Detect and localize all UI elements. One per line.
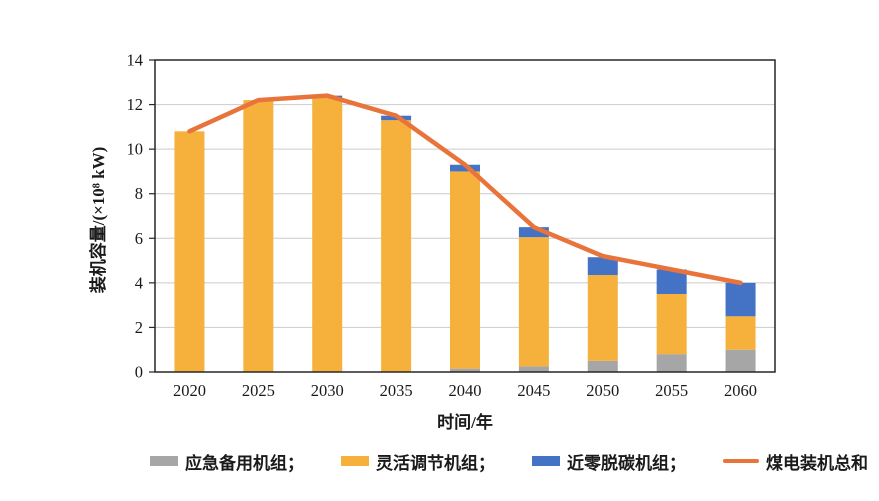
ytick-label-6: 6: [135, 229, 143, 248]
xtick-label-2025: 2025: [242, 381, 275, 400]
bar-segment-2055: [656, 294, 687, 355]
x-axis-title: 时间/年: [437, 412, 493, 432]
bar-segment-2055: [656, 354, 687, 372]
bar-segment-2045: [518, 366, 549, 372]
xtick-label-2040: 2040: [449, 381, 482, 400]
legend-swatch-near-zero-decarbon: [532, 456, 560, 466]
bar-segment-2060: [725, 316, 756, 350]
legend-label-flexible-regulation: 灵活调节机组；: [376, 453, 495, 473]
ytick-label-4: 4: [135, 273, 143, 292]
bar-segment-2040: [450, 368, 480, 372]
xtick-label-2035: 2035: [380, 381, 413, 400]
legend-swatch-flexible-regulation: [341, 456, 369, 466]
legend-item-flexible-regulation: 灵活调节机组；: [341, 449, 495, 474]
plot-border: [154, 59, 776, 373]
ytick-label-2: 2: [135, 318, 143, 337]
y-axis-title: 装机容量/(×10⁸ kW): [88, 147, 108, 295]
legend-swatch-emergency-backup: [150, 456, 178, 466]
ytick-label-12: 12: [127, 95, 144, 114]
ytick-label-0: 0: [135, 363, 143, 382]
bar-segment-2045: [518, 237, 549, 367]
bar-segment-2060: [725, 349, 756, 372]
bar-segment-2050: [587, 275, 618, 361]
legend-item-coal-total-line: 煤电装机总和: [723, 449, 868, 474]
legend-swatch-coal-total-line: [723, 459, 759, 463]
bar-segment-2040: [450, 164, 480, 172]
legend-label-emergency-backup: 应急备用机组；: [185, 453, 304, 473]
bar-segment-2040: [450, 171, 480, 369]
xtick-label-2030: 2030: [311, 381, 344, 400]
bar-segment-2050: [587, 257, 618, 276]
bar-segment-2045: [518, 227, 549, 238]
legend-item-emergency-backup: 应急备用机组；: [150, 449, 304, 474]
ytick-label-10: 10: [127, 140, 144, 159]
coal-total-line: [187, 93, 743, 286]
bar-segment-2030: [312, 97, 343, 372]
bar-segment-2025: [243, 100, 274, 372]
ytick-label-8: 8: [135, 184, 143, 203]
bar-segment-2035: [381, 120, 412, 373]
xtick-label-2020: 2020: [173, 381, 206, 400]
xtick-label-2060: 2060: [724, 381, 757, 400]
xtick-label-2045: 2045: [517, 381, 550, 400]
bar-segment-2050: [587, 360, 618, 372]
chart-legend: 应急备用机组； 灵活调节机组； 近零脱碳机组； 煤电装机总和: [150, 448, 868, 474]
legend-label-near-zero-decarbon: 近零脱碳机组；: [567, 453, 686, 473]
ytick-label-14: 14: [127, 51, 144, 70]
bar-segment-2060: [725, 282, 756, 317]
bar-segment-2020: [174, 131, 205, 372]
xtick-label-2055: 2055: [655, 381, 688, 400]
legend-label-coal-total-line: 煤电装机总和: [766, 453, 868, 473]
legend-item-near-zero-decarbon: 近零脱碳机组；: [532, 449, 686, 474]
xtick-label-2050: 2050: [586, 381, 619, 400]
